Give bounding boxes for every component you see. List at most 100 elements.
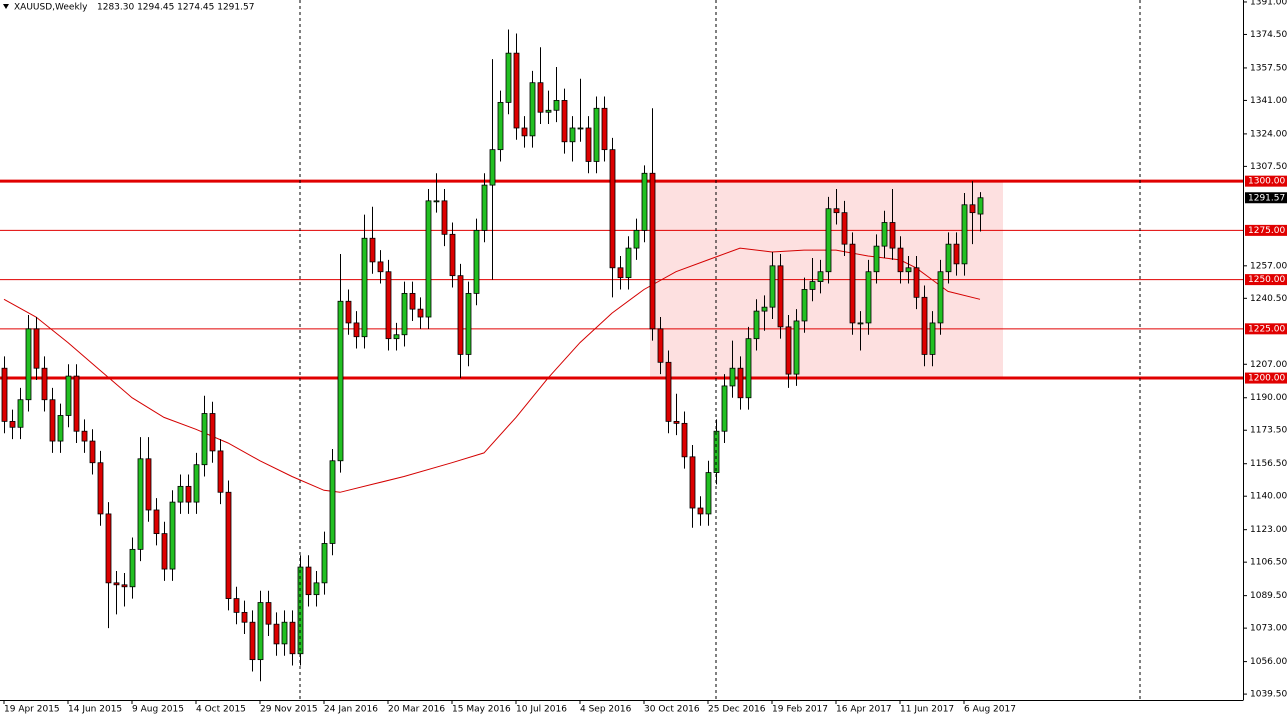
x-tick-label: 11 Jun 2017 [900, 705, 954, 715]
symbol-label: XAUUSD,Weekly [14, 3, 88, 13]
candle-body [265, 602, 272, 625]
candle-body [889, 222, 896, 249]
candle-body [753, 310, 760, 340]
candle-body [849, 243, 856, 324]
x-tick-label: 10 Jul 2016 [516, 705, 567, 715]
candle-body [977, 197, 984, 215]
candle-body [913, 267, 920, 298]
candle-body [569, 127, 576, 143]
candle-body [489, 149, 496, 186]
x-tick-label: 19 Feb 2017 [772, 705, 828, 715]
candle-body [401, 292, 408, 336]
candle-body [433, 200, 440, 203]
candle-body [649, 172, 656, 330]
y-tick-label: 1341.00 [1250, 96, 1287, 106]
candle-body [225, 491, 232, 599]
candle-body [377, 261, 384, 273]
candle-body [657, 328, 664, 363]
collapse-icon[interactable] [3, 4, 9, 9]
candle-body [689, 456, 696, 509]
candle-body [857, 322, 864, 325]
candle-body [761, 306, 768, 312]
candle-body [193, 464, 200, 503]
y-tick-label: 1039.50 [1250, 690, 1287, 700]
candle-body [697, 507, 704, 515]
candle-body [721, 385, 728, 432]
candle-body [305, 566, 312, 596]
candle-body [481, 184, 488, 231]
candle-body [537, 82, 544, 113]
price-label-box [1245, 192, 1287, 204]
candle-body [233, 598, 240, 613]
x-tick-label: 25 Dec 2016 [708, 705, 766, 715]
candle-body [313, 582, 320, 596]
candle-body [969, 204, 976, 214]
level-label-box [1245, 224, 1287, 236]
candle-body [345, 300, 352, 324]
candle-body [105, 513, 112, 584]
axis-labels: 1391.00 1374.50 1357.50 1341.00 1324.00 1307.… [3, 0, 1287, 715]
candle-body [145, 458, 152, 511]
candle-body [513, 52, 520, 129]
candle-body [737, 367, 744, 399]
candle-body [881, 222, 888, 247]
candle-body [65, 375, 72, 416]
level-label: 1275.00 [1248, 226, 1285, 236]
candle-body [1, 367, 8, 422]
candle-body [585, 127, 592, 162]
candle-body [625, 247, 632, 279]
x-tick-label: 4 Oct 2015 [196, 705, 246, 715]
candle-body [329, 460, 336, 544]
candle-body [369, 237, 376, 263]
candle-body [9, 420, 16, 428]
candle-body [801, 289, 808, 322]
y-tick-label: 1391.00 [1250, 0, 1287, 7]
y-tick-label: 1073.00 [1250, 624, 1287, 634]
candle-body [937, 271, 944, 324]
candle-body [17, 399, 24, 428]
candle-body [609, 149, 616, 269]
candle-body [353, 322, 360, 338]
level-label: 1300.00 [1248, 177, 1285, 187]
y-tick-label: 1156.50 [1250, 459, 1287, 469]
candle-body [593, 107, 600, 162]
candle-body [921, 296, 928, 355]
y-tick-label: 1207.00 [1250, 360, 1287, 370]
candle-body [841, 212, 848, 245]
candle-body [425, 200, 432, 318]
candle-body [641, 172, 648, 231]
x-tick-label: 20 Mar 2016 [388, 705, 445, 715]
candle-body [449, 233, 456, 277]
candle-body [777, 265, 784, 328]
candle-body [577, 127, 584, 130]
plot-area [0, 29, 1243, 682]
x-tick-label: 29 Nov 2015 [260, 705, 318, 715]
y-tick-label: 1307.50 [1250, 162, 1287, 172]
candle-body [873, 245, 880, 273]
level-label-box [1245, 372, 1287, 384]
x-tick-label: 15 May 2016 [452, 705, 511, 715]
y-tick-label: 1173.50 [1250, 426, 1287, 436]
level-label-box [1245, 323, 1287, 335]
candle-body [521, 127, 528, 137]
candle-body [833, 208, 840, 214]
level-label: 1200.00 [1248, 374, 1285, 384]
candle-body [241, 611, 248, 623]
x-tick-label: 6 Aug 2017 [964, 705, 1016, 715]
candle-body [137, 458, 144, 550]
candle-body [273, 623, 280, 645]
candle-body [825, 208, 832, 273]
level-label-box [1245, 274, 1287, 286]
x-tick-label: 14 Jun 2015 [68, 705, 122, 715]
x-tick-label: 4 Sep 2016 [580, 705, 632, 715]
candle-body [49, 399, 56, 442]
candle-body [185, 485, 192, 503]
candle-body [297, 566, 304, 655]
candle-body [177, 485, 184, 503]
moving-average [3, 247, 981, 493]
x-tick-label: 16 Apr 2017 [836, 705, 892, 715]
candle-body [361, 237, 368, 338]
candle-body [393, 334, 400, 340]
x-tick-label: 9 Aug 2015 [132, 705, 184, 715]
